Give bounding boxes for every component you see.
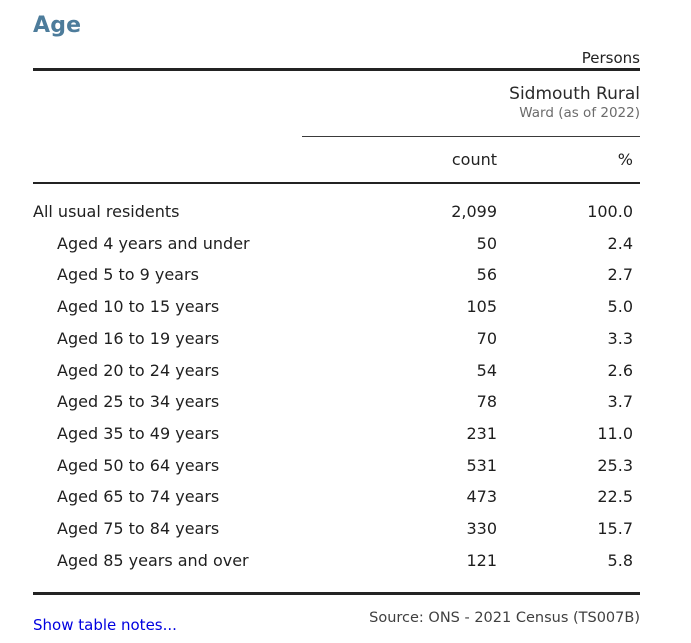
row-label: Aged 50 to 64 years	[57, 455, 220, 475]
row-count: 531	[466, 455, 497, 475]
row-count: 231	[466, 423, 497, 443]
table-row: Aged 20 to 24 years 54 2.6	[33, 355, 640, 387]
row-percent: 2.4	[607, 233, 633, 253]
table-row: Aged 65 to 74 years 473 22.5	[33, 481, 640, 513]
row-percent: 11.0	[597, 423, 633, 443]
row-percent: 3.3	[607, 328, 633, 348]
row-count: 473	[466, 487, 497, 507]
area-type: Ward (as of 2022)	[519, 105, 640, 121]
row-percent: 3.7	[607, 392, 633, 412]
row-percent: 5.0	[607, 297, 633, 317]
area-name: Sidmouth Rural	[509, 84, 640, 104]
row-label: Aged 35 to 49 years	[57, 423, 220, 443]
table-row: Aged 50 to 64 years 531 25.3	[33, 450, 640, 482]
row-count: 50	[476, 233, 497, 253]
row-count: 70	[476, 328, 497, 348]
header-divider	[33, 68, 640, 71]
row-count: 54	[476, 360, 497, 380]
column-group-divider	[302, 136, 640, 137]
page-title: Age	[33, 13, 82, 38]
table-row: Aged 35 to 49 years 231 11.0	[33, 418, 640, 450]
row-label: Aged 85 years and over	[57, 550, 249, 570]
row-label: Aged 65 to 74 years	[57, 487, 220, 507]
column-header-spacer	[33, 149, 380, 170]
show-table-notes-link[interactable]: Show table notes...	[33, 616, 177, 635]
source-label: Source: ONS - 2021 Census (TS007B)	[369, 610, 640, 627]
row-count: 56	[476, 265, 497, 285]
table-footer: Show table notes... Source: ONS - 2021 C…	[33, 609, 640, 634]
table-row: Aged 25 to 34 years 78 3.7	[33, 386, 640, 418]
row-percent: 2.7	[607, 265, 633, 285]
table-row: Aged 4 years and under 50 2.4	[33, 228, 640, 260]
table-bottom-divider	[33, 592, 640, 596]
row-percent: 5.8	[607, 550, 633, 570]
table-row: Aged 10 to 15 years 105 5.0	[33, 291, 640, 323]
table-row: Aged 85 years and over 121 5.8	[33, 545, 640, 577]
row-label: Aged 10 to 15 years	[57, 297, 220, 317]
row-label: Aged 20 to 24 years	[57, 360, 220, 380]
row-percent: 25.3	[597, 455, 633, 475]
row-percent: 22.5	[597, 487, 633, 507]
row-label: Aged 75 to 84 years	[57, 519, 220, 539]
row-percent: 2.6	[607, 360, 633, 380]
table-body: All usual residents 2,099 100.0 Aged 4 year…	[33, 184, 640, 592]
row-label: Aged 16 to 19 years	[57, 328, 220, 348]
table-row: Aged 5 to 9 years 56 2.7	[33, 259, 640, 291]
row-count: 105	[466, 297, 497, 317]
area-header: Sidmouth Rural Ward (as of 2022)	[33, 84, 640, 122]
row-label: Aged 25 to 34 years	[57, 392, 220, 412]
column-headers: count %	[33, 149, 640, 170]
row-label: Aged 4 years and under	[57, 233, 250, 253]
row-percent: 15.7	[597, 519, 633, 539]
column-header-percent: %	[617, 150, 633, 169]
table-row: Aged 16 to 19 years 70 3.3	[33, 323, 640, 355]
row-label: All usual residents	[33, 202, 180, 221]
column-header-count: count	[451, 150, 497, 169]
row-count: 330	[466, 519, 497, 539]
row-count: 2,099	[451, 202, 497, 221]
row-label: Aged 5 to 9 years	[57, 265, 199, 285]
row-percent: 100.0	[587, 202, 633, 221]
table-row: All usual residents 2,099 100.0	[33, 196, 640, 228]
table-row: Aged 75 to 84 years 330 15.7	[33, 513, 640, 545]
row-count: 78	[476, 392, 497, 412]
row-count: 121	[466, 550, 497, 570]
population-base-label: Persons	[581, 49, 640, 67]
table-top-divider	[33, 182, 640, 184]
